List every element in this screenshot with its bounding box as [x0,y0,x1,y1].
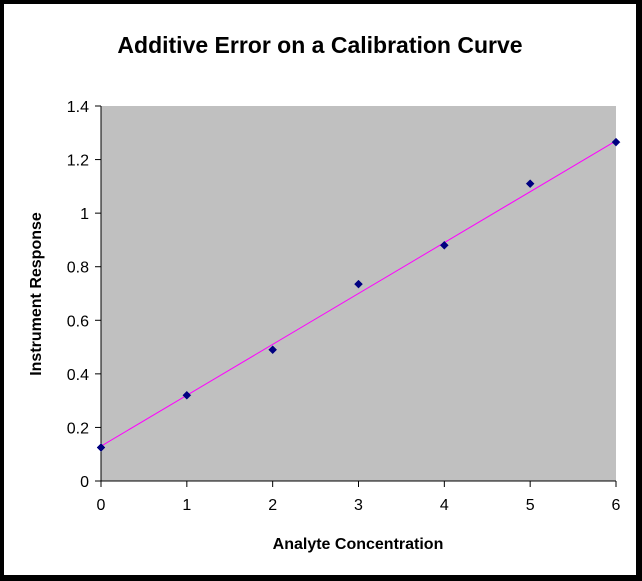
y-axis-title: Instrument Response [28,212,45,376]
data-point [182,390,192,400]
data-point [439,240,449,250]
data-point [525,179,535,189]
x-tick-label: 0 [97,497,106,514]
data-points [96,137,621,452]
data-point [611,137,621,147]
y-axis-ticks: 0 0.2 0.4 0.6 0.8 1 1.2 1.4 [67,99,101,491]
x-tick-label: 3 [354,497,363,514]
x-tick-label: 1 [182,497,191,514]
y-tick-label: 0.8 [67,260,89,277]
y-tick-label: 1.2 [67,153,89,170]
y-tick-label: 1 [80,206,89,223]
y-tick-label: 0.4 [67,367,89,384]
x-tick-label: 6 [612,497,621,514]
calibration-scatter-chart: Additive Error on a Calibration Curve 00… [28,32,621,553]
y-tick-label: 1.4 [67,99,89,116]
x-axis-ticks: 0 1 2 3 4 5 6 [97,481,621,514]
y-tick-label: 0.2 [67,420,89,437]
chart-title: Additive Error on a Calibration Curve [117,32,522,58]
x-tick-label: 4 [440,497,449,514]
data-point [268,345,278,355]
y-tick-label: 0 [80,474,89,491]
x-tick-label: 2 [268,497,277,514]
data-point [96,443,106,452]
y-tick-label: 0.6 [67,313,89,330]
x-axis-title: Analyte Concentration [273,536,444,553]
x-tick-label: 5 [526,497,535,514]
data-point [354,279,363,289]
